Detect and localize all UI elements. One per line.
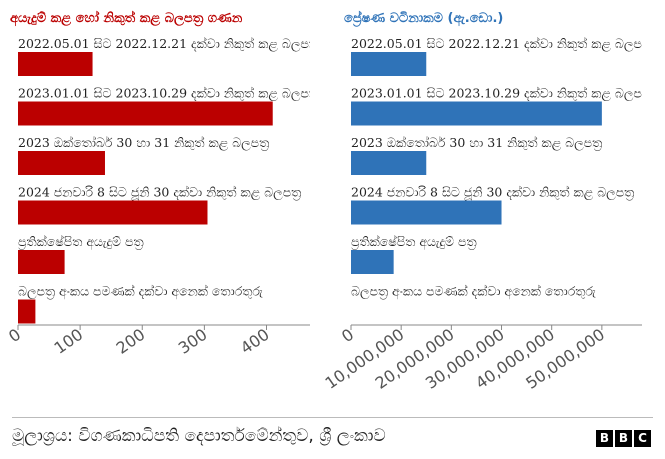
bbc-logo: B B C: [596, 430, 651, 447]
category-label: 2022.05.01 සිට 2022.12.21 දක්වා නිකුත් ක…: [18, 36, 320, 52]
category-label: 2023 ඔක්තෝබර් 30 හා 31 නිකුත් කළ බලපත්‍ර: [18, 135, 270, 151]
category-label: බලපත්‍ර අංකය පමණක් දක්වා අනෙක් තොරතුරු: [18, 283, 263, 299]
category-label: 2023 ඔක්තෝබර් 30 හා 31 නිකුත් කළ බලපත්‍ර: [351, 135, 603, 151]
bar: [18, 101, 273, 126]
x-tick-label: 400: [237, 325, 273, 358]
right-bar-chart: 2022.05.01 සිට 2022.12.21 දක්වා නිකුත් ක…: [322, 36, 653, 393]
bar: [351, 151, 427, 175]
x-tick-label: 200: [113, 325, 149, 358]
bar: [351, 200, 502, 225]
x-tick-label: 100: [51, 325, 87, 358]
bbc-logo-letter: C: [634, 430, 651, 447]
x-tick-label: 300: [175, 325, 211, 358]
chart-area: අයැදුම් කළ හෝ නිකුත් කළ බලපත්‍ර ගණන ප්‍ර…: [5, 9, 653, 393]
category-label: 2022.05.01 සිට 2022.12.21 දක්වා නිකුත් ක…: [351, 36, 653, 52]
category-label: බලපත්‍ර අංකය පමණක් දක්වා අනෙක් තොරතුරු: [351, 283, 596, 299]
x-tick-label: 0: [5, 325, 24, 346]
bbc-logo-letter: B: [596, 430, 613, 447]
bar: [351, 101, 602, 126]
category-label: ප්‍රතික්ෂේපිත අයැදුම් පත්‍ර: [17, 234, 144, 250]
bar: [18, 52, 93, 76]
footer-divider: [12, 417, 653, 418]
right-chart-title: ප්‍රේෂණ වටිනාකම (ඇ.ඩො.): [344, 9, 503, 27]
bar: [18, 299, 36, 324]
category-label: 2023.01.01 සිට 2023.10.29 දක්වා නිකුත් ක…: [18, 85, 320, 101]
source-note: මූලාශ්‍රය: විගණකාධිපති දෙපාර්තමේන්තුව, ශ…: [12, 426, 386, 446]
bar: [18, 250, 65, 274]
bar: [351, 250, 394, 274]
category-label: 2023.01.01 සිට 2023.10.29 දක්වා නිකුත් ක…: [351, 85, 653, 101]
category-label: 2024 ජනවාරි 8 සිට ජූනි 30 දක්වා නිකුත් ක…: [18, 184, 302, 200]
bar: [18, 151, 105, 175]
bar: [18, 200, 208, 225]
category-label: 2024 ජනවාරි 8 සිට ජූනි 30 දක්වා නිකුත් ක…: [351, 184, 635, 200]
category-label: ප්‍රතික්ෂේපිත අයැදුම් පත්‍ර: [350, 234, 477, 250]
left-chart-title: අයැදුම් කළ හෝ නිකුත් කළ බලපත්‍ර ගණන: [10, 9, 243, 27]
bbc-logo-letter: B: [615, 430, 632, 447]
left-bar-chart: 2022.05.01 සිට 2022.12.21 දක්වා නිකුත් ක…: [5, 36, 320, 358]
x-tick-label: 0: [338, 325, 357, 346]
bar: [351, 52, 427, 76]
